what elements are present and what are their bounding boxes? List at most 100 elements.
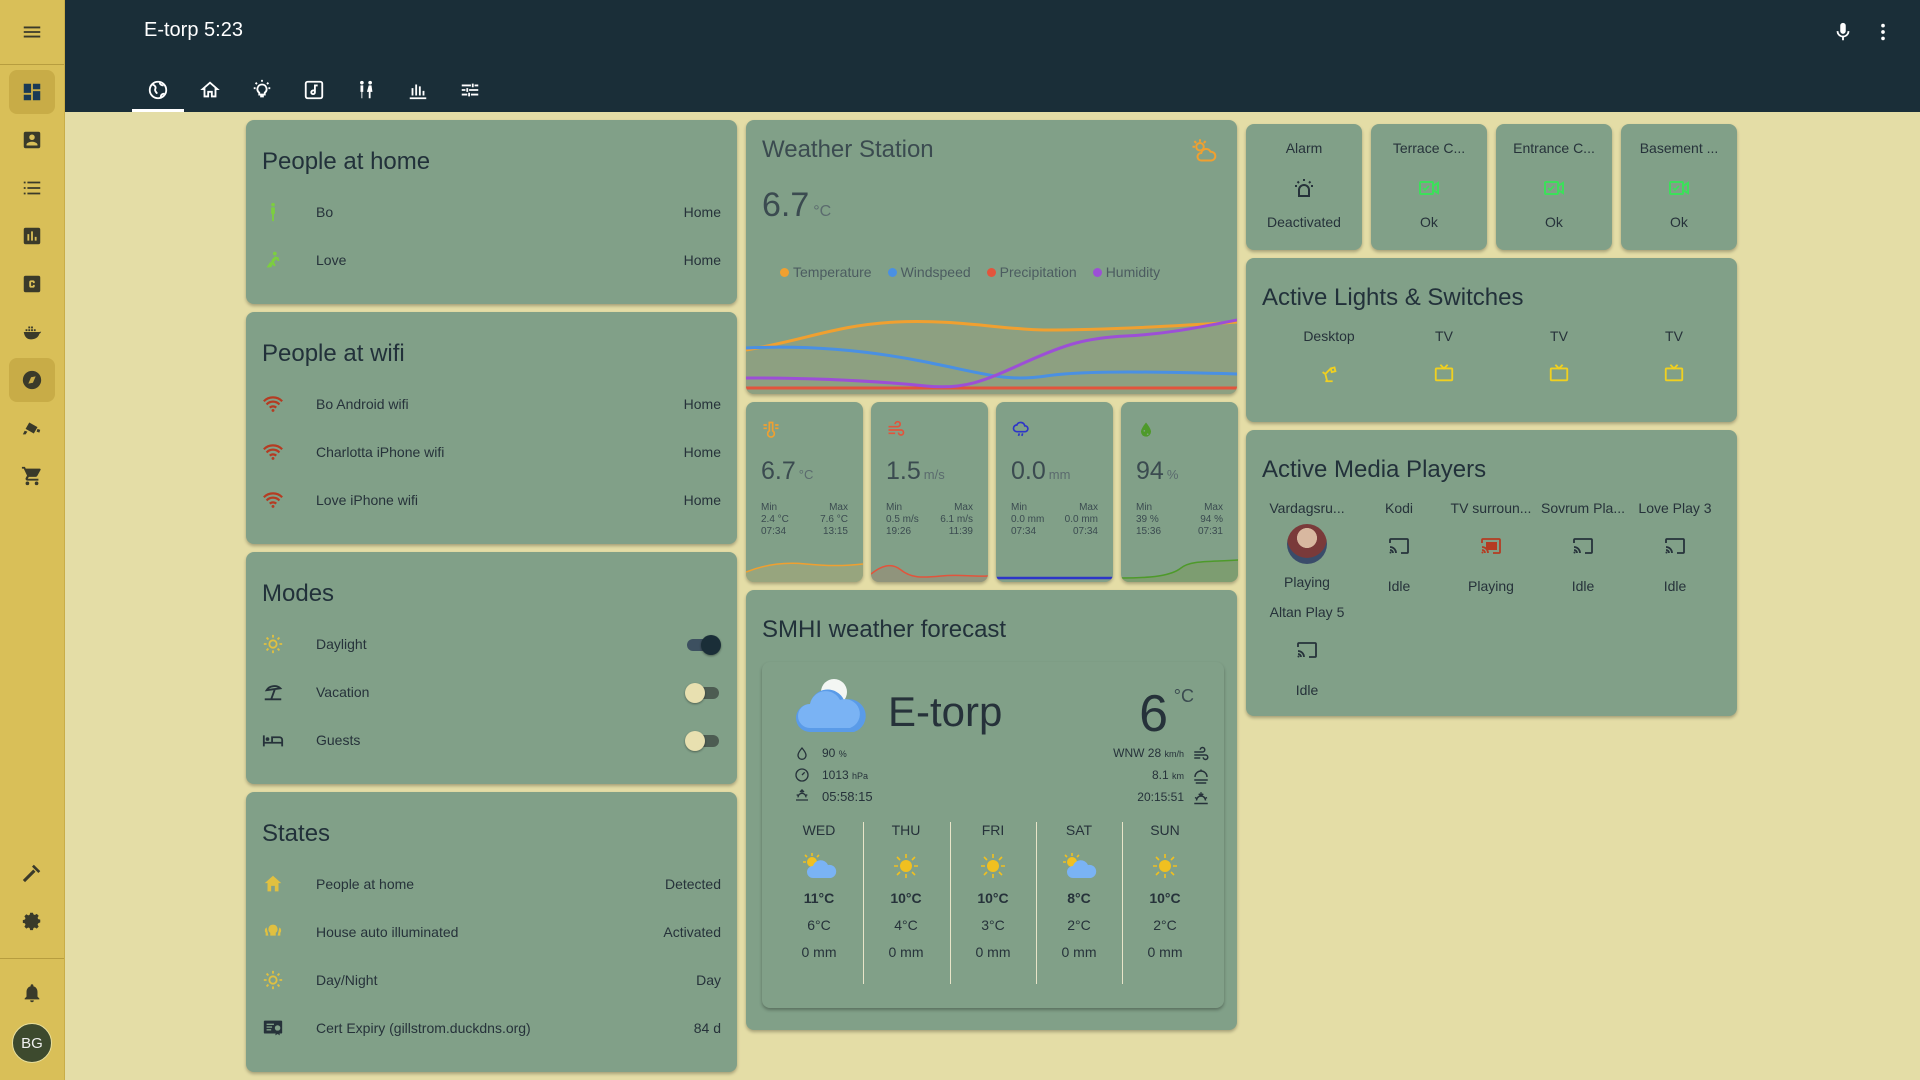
media-player-entity[interactable]: TV surroun... Playing [1450,500,1532,594]
video-icon [1544,181,1564,195]
tab-home[interactable] [184,68,236,112]
sidebar-item-developer-tools[interactable] [9,851,55,895]
microphone-icon[interactable] [1829,18,1857,46]
tab-overview[interactable] [132,68,184,112]
terrace-camera-tile[interactable]: Terrace C... Ok [1371,124,1487,250]
people-at-wifi-card: People at wifi Bo Android wifi Home Char… [246,312,737,544]
sidebar-item-logbook[interactable] [9,166,55,210]
list-item[interactable]: Day/Night Day [262,956,721,1004]
daylight-toggle[interactable] [685,633,721,655]
legend-temperature: Temperature [780,264,872,280]
tab-settings[interactable] [444,68,496,112]
media-player-entity[interactable]: Love Play 3 Idle [1638,500,1712,594]
sidebar-item-map[interactable] [9,118,55,162]
video-icon [1669,181,1689,195]
weather-pouring-icon [1012,421,1029,437]
sidebar-item-settings[interactable] [9,899,55,943]
gauge-icon [795,768,809,782]
sidebar-item-notifications[interactable] [9,971,55,1015]
card-title: People at wifi [262,340,405,367]
avatar[interactable]: BG [12,1023,52,1063]
beach-icon [264,685,283,701]
forecast-temperature-unit: °C [1173,686,1194,706]
forecast-visibility: 8.1 km [1151,768,1184,782]
cast-icon [1573,538,1593,554]
forecast-sunrise: 05:58:15 [822,789,873,804]
human-handsup-icon [266,251,280,268]
list-item[interactable]: Love Home [262,236,721,284]
more-vertical-icon[interactable] [1869,18,1897,46]
light-entity[interactable]: TV [1397,328,1491,384]
brightness-icon [263,634,283,654]
sidebar-item-compass[interactable] [9,358,55,402]
vacation-toggle[interactable] [685,681,721,703]
guests-toggle[interactable] [685,729,721,751]
chart-bell-icon [409,84,427,100]
media-player-entity[interactable]: Altan Play 5 Idle [1269,604,1345,698]
entrance-camera-tile[interactable]: Entrance C... Ok [1496,124,1612,250]
forecast-humidity: 90 % [822,746,847,760]
temperature-sensor-card[interactable]: 6.7 °C Min 2.4 °C 07:34 Max 7.6 °C 13:15 [746,402,863,582]
alarm-tile[interactable]: Alarm Deactivated [1246,124,1362,250]
letter-c-box-icon [23,275,41,293]
sidebar-item-c[interactable] [9,262,55,306]
sidebar: BG [0,0,65,1080]
light-entity[interactable]: TV [1512,328,1606,384]
media-player-entity[interactable]: Sovrum Pla... Idle [1540,500,1626,594]
forecast-pressure: 1013 hPa [822,768,869,782]
temperature-value: 6.7 °C [762,186,832,224]
weather-sunny-icon [1153,854,1177,878]
sidebar-item-docker[interactable] [9,310,55,354]
bell-icon [24,984,40,1003]
media-player-entity[interactable]: Kodi Idle [1384,500,1414,594]
chart-box-icon [23,227,41,245]
docker-icon [23,326,42,340]
weather-cloudy-icon [796,679,866,732]
precipitation-sensor-card[interactable]: 0.0 mm Min 0.0 mm 07:34 Max 0.0 mm 07:34 [996,402,1113,582]
thermometer-icon [763,421,779,438]
sidebar-item-cctv[interactable] [9,406,55,450]
desk-lamp-icon [1322,366,1337,383]
list-item[interactable]: Charlotta iPhone wifi Home [262,428,721,476]
tab-lights[interactable] [236,68,288,112]
sidebar-item-history[interactable] [9,214,55,258]
card-title: SMHI weather forecast [762,616,1007,643]
weather-sunset-up-icon [796,789,808,801]
weather-fog-icon [1194,769,1208,784]
light-entity[interactable]: Desktop [1282,328,1376,384]
list-item[interactable]: Love iPhone wifi Home [262,476,721,524]
legend-humidity: Humidity [1092,264,1160,280]
page-title: E-torp 5:23 [144,19,243,41]
list-item[interactable]: People at home Detected [262,860,721,908]
list-item[interactable]: House auto illuminated Activated [262,908,721,956]
list-item[interactable]: Cert Expiry (gillstrom.duckdns.org) 84 d [262,1004,721,1052]
list-item[interactable]: Bo Android wifi Home [262,380,721,428]
weather-station-card[interactable]: Weather Station 6.7 °C Temperature Windsp… [746,120,1237,394]
states-card: States People at home Detected House aut… [246,792,737,1072]
forecast-day: SAT 8°C 2°C 0 mm [1061,822,1097,960]
list-item: Daylight [262,620,721,668]
media-player-entity[interactable]: Vardagsru... Playing [1269,500,1345,590]
sidebar-item-shopping[interactable] [9,454,55,498]
hammer-icon [22,864,41,883]
people-at-home-card: People at home Bo Home Love Home [246,120,737,304]
tab-people[interactable] [340,68,392,112]
weather-windy-icon [1194,746,1209,761]
menu-icon[interactable] [9,10,55,54]
sidebar-item-overview[interactable] [9,70,55,114]
list-item: Vacation [262,668,721,716]
humidity-sensor-card[interactable]: 94% Min 39 % 15:36 Max 94 % 07:31 [1121,402,1238,582]
tab-energy[interactable] [392,68,444,112]
app-header: E-torp 5:23 [65,0,1920,112]
light-entity[interactable]: TV [1627,328,1721,384]
forecast-panel[interactable]: E-torp 6 °C 90 % 1013 hPa 05:58:15 WNW 2… [762,662,1224,1008]
wifi-icon [263,492,283,508]
home-icon [264,875,282,892]
list-item[interactable]: Bo Home [262,188,721,236]
tab-music[interactable] [288,68,340,112]
media-artwork [1287,524,1327,564]
basement-camera-tile[interactable]: Basement ... Ok [1621,124,1737,250]
wind-sensor-card[interactable]: 1.5 m/s Min 0.5 m/s 19:26 Max 6.1 m/s 11:39 [871,402,988,582]
modes-card: Modes Daylight Vacation Guests [246,552,737,784]
weather-sunset-down-icon [1194,792,1208,805]
